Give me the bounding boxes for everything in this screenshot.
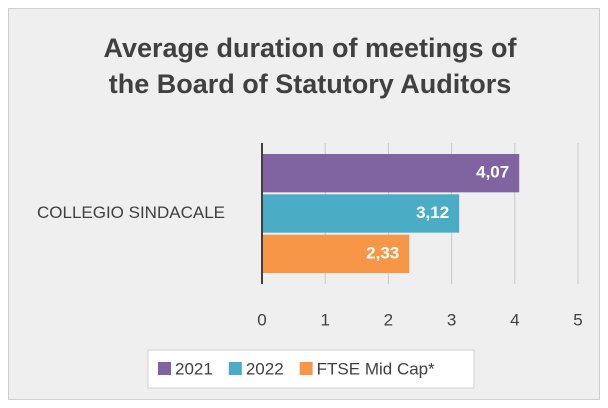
legend-swatch	[158, 362, 171, 375]
chart-title: Average duration of meetings of the Boar…	[103, 33, 517, 99]
legend-swatch	[299, 362, 313, 375]
legend-label: FTSE Mid Cap*	[317, 359, 435, 378]
legend-label: 2021	[175, 359, 213, 378]
x-tick-label: 4	[510, 310, 519, 329]
x-tick-label: 0	[257, 310, 266, 329]
y-tick-label: COLLEGIO SINDACALE	[37, 203, 225, 222]
x-tick-label: 3	[447, 310, 456, 329]
legend-swatch	[228, 362, 242, 375]
x-tick-label: 2	[384, 310, 393, 329]
data-label: 3,12	[416, 203, 449, 222]
data-label: 4,07	[476, 163, 509, 182]
x-tick-label: 5	[573, 310, 582, 329]
bar	[262, 234, 410, 273]
legend-label: 2022	[246, 359, 284, 378]
bar	[262, 154, 520, 193]
data-label: 2,33	[366, 243, 399, 262]
bar	[262, 194, 460, 233]
x-tick-label: 1	[320, 310, 329, 329]
